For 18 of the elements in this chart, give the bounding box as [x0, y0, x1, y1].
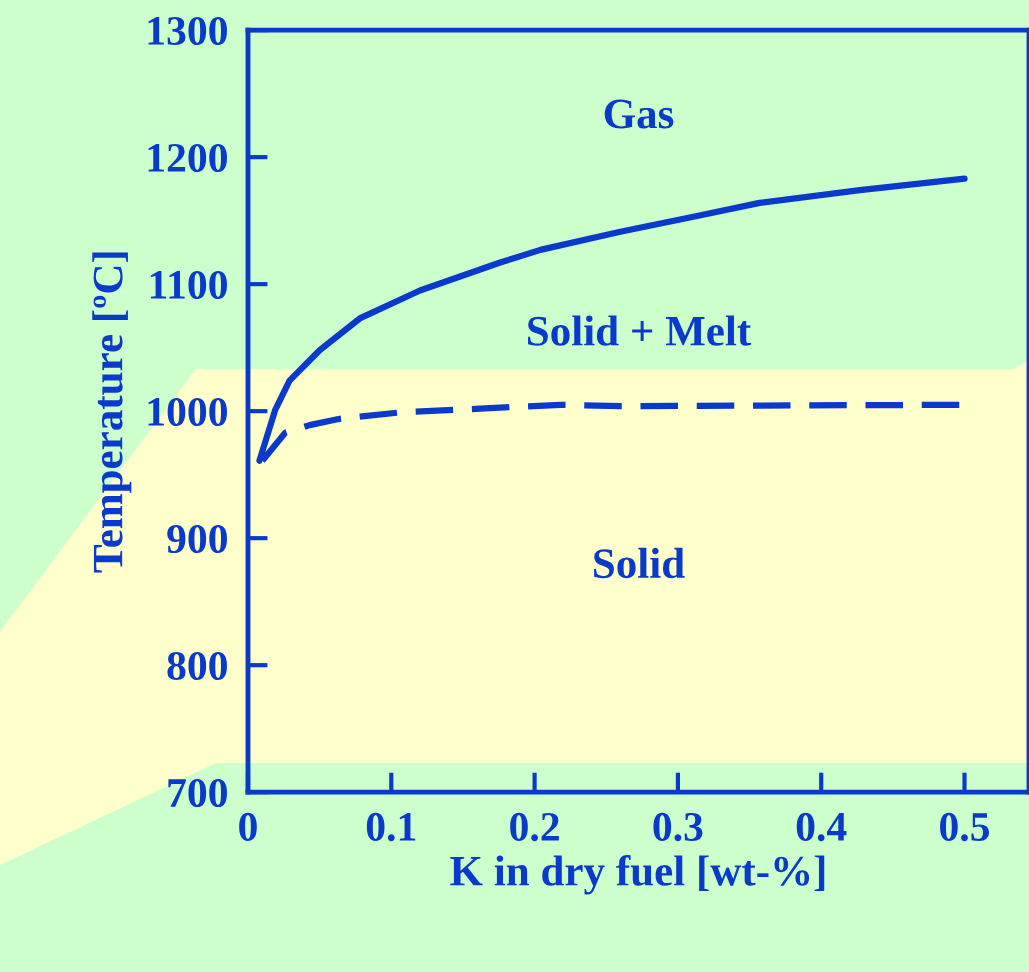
- y-tick-label: 800: [167, 651, 227, 681]
- y-tick-label: 900: [167, 524, 227, 554]
- annotation: Solid: [594, 547, 685, 579]
- y-axis-title: Temperature [ºC]: [92, 252, 132, 573]
- y-tick-label: 1200: [148, 143, 227, 173]
- annotation: Solid + Melt: [528, 315, 752, 346]
- x-tick-label: 0.3: [653, 812, 703, 842]
- x-axis-title: K in dry fuel [wt-%]: [450, 854, 825, 895]
- x-tick-label: 0.5: [940, 812, 990, 842]
- x-tick-label: 0.4: [796, 812, 847, 842]
- annotation: Gas: [604, 99, 674, 129]
- y-tick-label: 700: [168, 778, 227, 808]
- y-tick-label: 1000: [148, 397, 227, 427]
- y-tick-label: 1100: [150, 270, 227, 300]
- x-tick-label: 0.1: [366, 812, 416, 842]
- x-tick-label: 0.2: [510, 812, 559, 842]
- y-tick-label: 1300: [148, 16, 227, 45]
- x-tick-label: 0: [239, 812, 257, 841]
